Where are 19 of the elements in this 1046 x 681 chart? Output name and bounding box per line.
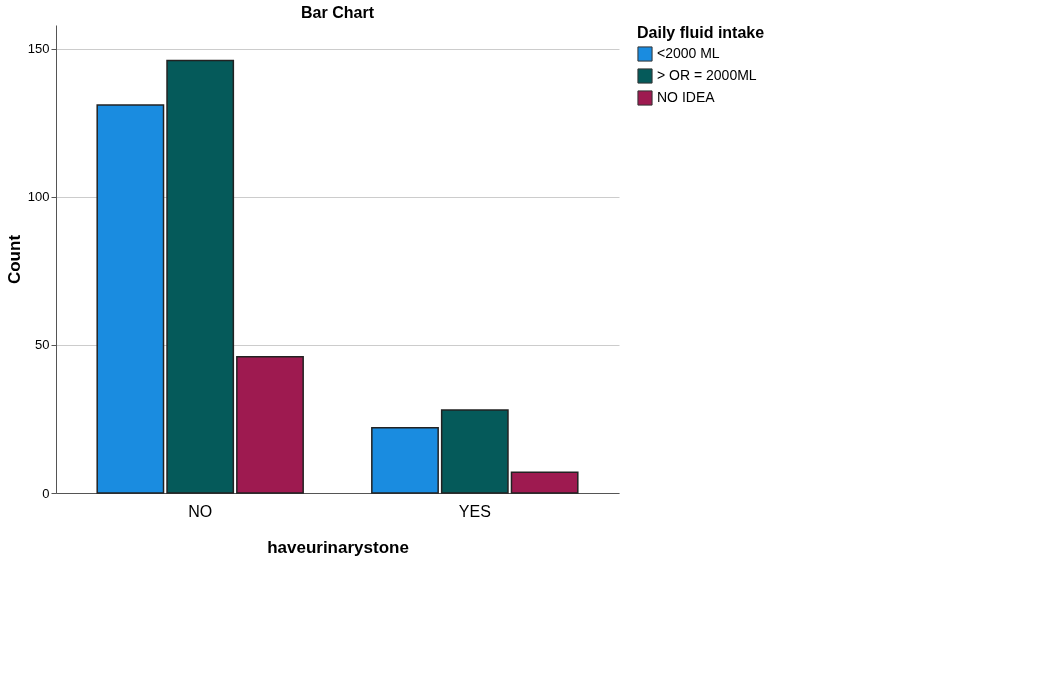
legend-label: > OR = 2000ML <box>657 67 757 83</box>
bar <box>510 471 579 494</box>
bar <box>96 104 165 494</box>
legend-label: NO IDEA <box>657 89 716 105</box>
bar <box>440 409 509 494</box>
x-tick-label: YES <box>458 502 491 520</box>
legend-label: <2000 ML <box>657 45 720 61</box>
chart-title: Bar Chart <box>301 4 375 21</box>
y-axis-title: Count <box>4 234 24 285</box>
y-tick-label: 0 <box>42 485 50 501</box>
bar <box>166 59 235 494</box>
y-tick-label: 150 <box>27 41 50 57</box>
bar <box>236 356 304 494</box>
y-tick-label: 50 <box>35 337 50 353</box>
legend-title: Daily fluid intake <box>637 24 765 41</box>
x-tick-label: NO <box>188 502 213 520</box>
y-tick-label: 100 <box>27 189 50 205</box>
bar <box>371 427 439 494</box>
x-axis-title: haveurinarystone <box>267 537 409 557</box>
